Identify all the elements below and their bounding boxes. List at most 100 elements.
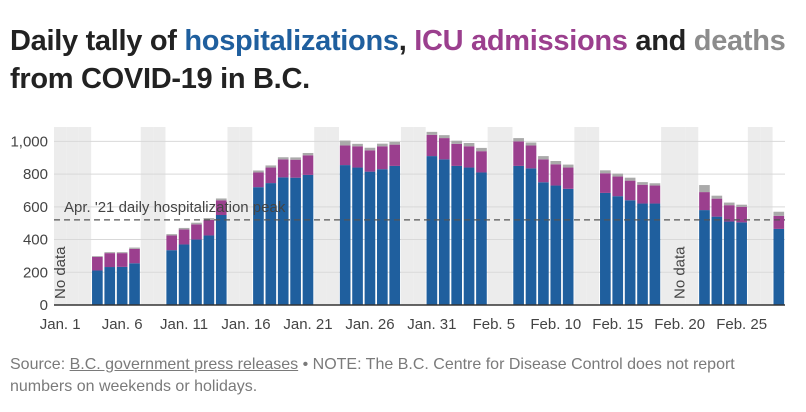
weekend-shading (54, 127, 773, 305)
hospitalization-bar (129, 263, 140, 305)
weekend-shade (326, 127, 339, 305)
source-label: Source: (10, 356, 70, 373)
hospitalization-bar (178, 244, 190, 305)
icu-bar (451, 143, 462, 166)
y-tick-label: 1,000 (10, 133, 48, 150)
death-bar (525, 142, 537, 146)
weekend-shade (685, 127, 699, 305)
icu-bar (736, 206, 747, 223)
icu-bar (290, 159, 301, 178)
bars (92, 131, 785, 305)
death-bar (624, 177, 636, 181)
weekend-shade (400, 127, 414, 305)
icu-bar (377, 146, 388, 170)
icu-bar (389, 144, 401, 166)
weekend-shade (487, 127, 501, 305)
source-note: Source: B.C. government press releases •… (10, 354, 800, 398)
hospitalization-bar (191, 239, 202, 305)
hospitalization-bar (513, 165, 524, 305)
y-axis-ticks: 0 200 400 600 800 1,000 (10, 133, 48, 314)
hospitalization-bar (637, 203, 648, 305)
icu-bar (178, 229, 190, 245)
death-bar (302, 152, 314, 156)
icu-bar (624, 180, 636, 201)
icu-bar (104, 253, 116, 268)
x-tick-label: Feb. 5 (473, 316, 516, 333)
weekend-shade (661, 127, 674, 305)
hospitalization-bar (339, 165, 351, 305)
death-bar (352, 143, 363, 147)
death-bar (476, 147, 487, 152)
death-bar (600, 170, 611, 174)
bar-chart: Apr. '21 daily hospitalization peak No d… (10, 127, 785, 333)
death-bar (637, 182, 648, 185)
x-tick-label: Jan. 16 (221, 316, 270, 333)
death-bar (773, 211, 785, 216)
icu-bar (277, 159, 289, 178)
death-bar (463, 143, 475, 147)
death-bar (290, 157, 301, 160)
icu-bar (538, 159, 549, 183)
x-tick-label: Jan. 21 (283, 316, 332, 333)
source-link[interactable]: B.C. government press releases (69, 356, 299, 373)
hospitalization-bar (612, 196, 624, 305)
hospitalization-bar (377, 169, 388, 305)
hospitalization-bar (463, 167, 475, 305)
death-bar (92, 256, 103, 257)
death-bar (215, 198, 227, 201)
hospitalization-bar (253, 187, 264, 305)
death-bar (178, 227, 190, 230)
death-bar (116, 252, 128, 254)
x-tick-label: Jan. 6 (102, 316, 143, 333)
icu-bar (612, 176, 624, 197)
death-bar (265, 165, 277, 168)
x-tick-label: Jan. 31 (407, 316, 456, 333)
hospitalization-bar (476, 172, 487, 305)
death-bar (699, 185, 710, 193)
icu-bar (513, 141, 524, 166)
y-tick-label: 800 (23, 166, 48, 183)
weekend-shade (78, 127, 92, 305)
icu-bar (600, 173, 611, 193)
icu-bar (550, 164, 562, 186)
title-part-1: Daily tally of (10, 25, 185, 57)
icu-bar (129, 248, 140, 264)
icu-bar (253, 172, 264, 188)
hospitalization-bar (92, 270, 103, 305)
hospitalization-bar (550, 185, 562, 305)
icu-bar (711, 198, 723, 217)
icu-bar (92, 256, 103, 271)
icu-bar (364, 150, 376, 172)
title-icu: ICU admissions (414, 25, 628, 57)
hospitalization-bar (438, 159, 450, 305)
hospitalization-bar (290, 177, 301, 305)
weekend-shade (239, 127, 253, 305)
icu-bar (562, 167, 574, 189)
hospitalization-bar (352, 167, 363, 305)
chart-title: Daily tally of hospitalizations, ICU adm… (10, 22, 800, 98)
weekend-shade (586, 127, 600, 305)
hospitalization-bar (426, 156, 438, 305)
weekend-shade (574, 127, 587, 305)
death-bar (438, 135, 450, 139)
icu-bar (203, 219, 215, 236)
death-bar (550, 161, 562, 165)
reference-line-label: Apr. '21 daily hospitalization peak (64, 199, 286, 216)
icu-bar (116, 253, 128, 267)
icu-bar (649, 185, 661, 204)
death-bar (451, 140, 462, 144)
hospitalization-bar (364, 171, 376, 305)
no-data-label: No data (672, 246, 689, 299)
weekend-shade (760, 127, 773, 305)
icu-bar (773, 215, 785, 229)
title-and: and (627, 25, 694, 57)
icu-bar (302, 155, 314, 175)
death-bar (389, 141, 401, 145)
title-separator: , (398, 25, 415, 57)
weekend-shade (500, 127, 513, 305)
title-part-2: from COVID-19 in B.C. (10, 63, 310, 95)
icu-bar (215, 200, 227, 215)
hospitalization-bar (389, 165, 401, 305)
weekend-shade (413, 127, 426, 305)
